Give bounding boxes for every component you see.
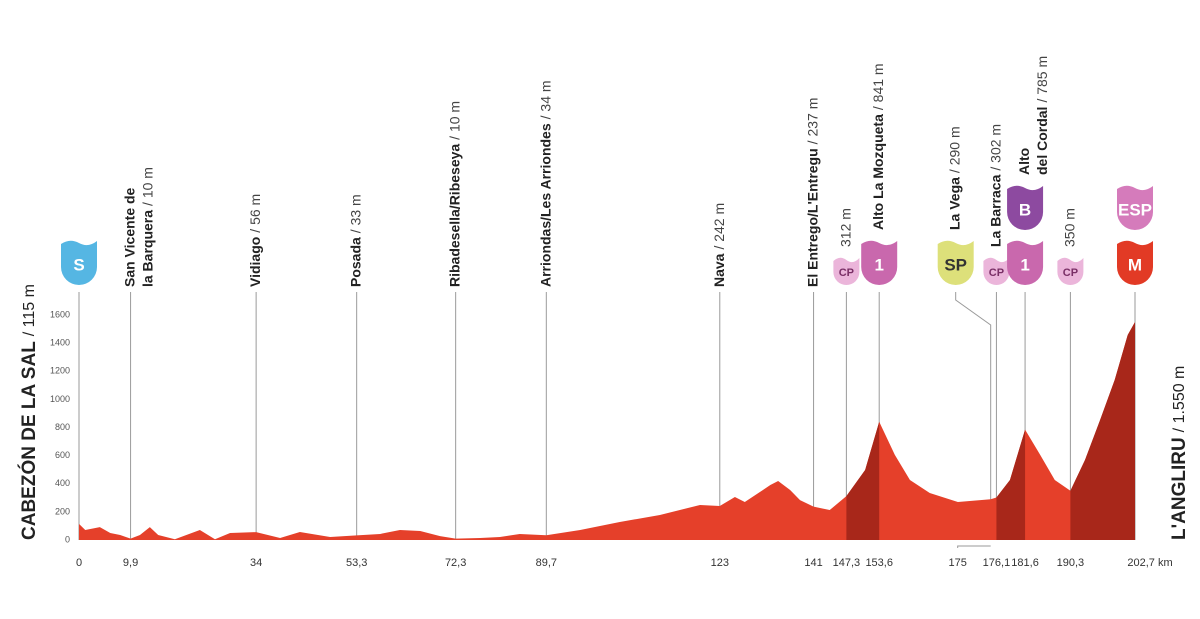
waypoint-altitude: / 10 m [139, 167, 155, 206]
badge-text: 1 [874, 256, 883, 275]
x-tick-connector [957, 545, 991, 548]
waypoint-altitude: / 33 m [347, 194, 363, 233]
waypoint-line [955, 292, 992, 540]
waypoint-altitude: / 56 m [247, 194, 263, 233]
waypoint-name: Posada / 33 m [347, 194, 363, 287]
climb-area [846, 322, 1135, 540]
waypoint-name: La Vega / 290 m [946, 126, 962, 230]
x-tick-label: 153,6 [865, 557, 893, 569]
x-tick-label: 53,3 [346, 557, 367, 569]
finish-name: L'ANGLIRU [1169, 437, 1190, 540]
waypoint-name: del Cordal / 785 m [1034, 56, 1050, 175]
profile-area [79, 322, 1135, 540]
x-tick-label: 202,7 km [1127, 557, 1172, 569]
x-tick-label: 141 [804, 557, 822, 569]
x-tick-label: 72,3 [445, 557, 466, 569]
y-tick-label: 1000 [50, 394, 70, 404]
start-altitude: / 115 m [21, 284, 38, 336]
badge [861, 240, 898, 285]
waypoint-name-line: la Barquera [139, 210, 155, 287]
x-tick-label: 0 [76, 557, 82, 569]
x-tick-label: 175 [949, 557, 967, 569]
waypoint-altitude: / 242 m [710, 203, 726, 250]
waypoint-name: Alto La Mozqueta / 841 m [870, 63, 886, 230]
y-tick-label: 200 [55, 506, 70, 516]
waypoint-name-line: Alto La Mozqueta [870, 114, 886, 230]
badge-text: B [1019, 201, 1031, 220]
x-tick-label: 123 [711, 557, 729, 569]
waypoint-altitude: 350 m [1061, 208, 1077, 247]
badge-text: CP [1063, 267, 1078, 279]
x-tick-label: 34 [250, 557, 262, 569]
badge [1057, 257, 1084, 286]
waypoint-name: la Barquera / 10 m [139, 167, 155, 287]
waypoint-altitude: / 10 m [446, 101, 462, 140]
badge-text: SP [944, 256, 967, 275]
finish-label: L'ANGLIRU / 1.550 m [1169, 366, 1190, 540]
waypoint-name: Alto [1016, 148, 1032, 175]
x-tick-label: 190,3 [1057, 557, 1085, 569]
badge [1007, 185, 1044, 230]
x-tick-label: 9,9 [123, 557, 138, 569]
x-tick-label: 176,1 [983, 557, 1011, 569]
badge [937, 240, 974, 285]
y-tick-label: 800 [55, 422, 70, 432]
waypoint-altitude: / 34 m [537, 80, 553, 119]
badge-text: S [73, 256, 84, 275]
waypoint-name: Arriondas/Les Arriondes / 34 m [537, 80, 553, 287]
waypoint-altitude: / 841 m [870, 63, 886, 110]
waypoint-name-line: Posada [347, 237, 363, 287]
waypoint-name-line: Arriondas/Les Arriondes [537, 123, 553, 287]
finish-altitude: / 1.550 m [1171, 366, 1188, 433]
x-tick-label: 181,6 [1011, 557, 1039, 569]
badge [61, 240, 97, 285]
waypoint-altitude: 312 m [837, 208, 853, 247]
badge-text: M [1128, 256, 1142, 275]
waypoint-name: 350 m [1061, 208, 1077, 247]
waypoint-name-line: del Cordal [1034, 107, 1050, 175]
waypoint-name: Nava / 242 m [710, 203, 726, 287]
waypoint-altitude: / 237 m [804, 98, 820, 145]
waypoint-name: Vidiago / 56 m [247, 194, 263, 287]
waypoint-name-line: La Barraca [987, 174, 1003, 247]
waypoint-name-line: Vidiago [247, 237, 263, 287]
badge [983, 257, 1010, 286]
waypoint-name: San Vicente de [121, 187, 137, 287]
waypoint-name: El Entrego/L'Entregu / 237 m [804, 98, 820, 287]
x-tick-label: 147,3 [833, 557, 861, 569]
badge [1117, 185, 1153, 230]
waypoint-name-line: Alto [1016, 148, 1032, 175]
waypoint-name-line: San Vicente de [121, 187, 137, 287]
waypoint-name-line: Ribadesella/Ribeseya [446, 144, 462, 287]
y-tick-label: 0 [65, 534, 70, 544]
y-tick-label: 1200 [50, 366, 70, 376]
waypoint-name-line: El Entrego/L'Entregu [804, 148, 820, 287]
badge-text: CP [839, 267, 854, 279]
waypoint-name: Ribadesella/Ribeseya / 10 m [446, 101, 462, 287]
badge [1117, 240, 1153, 285]
badge [833, 257, 860, 286]
waypoint-name: La Barraca / 302 m [987, 124, 1003, 247]
x-tick-label: 89,7 [536, 557, 557, 569]
badge-text: ESP [1118, 201, 1152, 220]
badge-text: CP [989, 267, 1004, 279]
waypoint-name-line: Nava [710, 253, 726, 287]
waypoint-altitude: / 290 m [946, 126, 962, 173]
badge [1007, 240, 1044, 285]
y-tick-label: 400 [55, 478, 70, 488]
y-tick-label: 1600 [50, 309, 70, 319]
y-tick-label: 600 [55, 450, 70, 460]
waypoint-name-line: La Vega [946, 177, 962, 230]
start-label: CABEZÓN DE LA SAL / 115 m [18, 284, 40, 540]
start-name: CABEZÓN DE LA SAL [18, 341, 40, 540]
waypoint-altitude: / 302 m [987, 124, 1003, 171]
waypoint-altitude: / 785 m [1034, 56, 1050, 103]
y-tick-label: 1400 [50, 338, 70, 348]
waypoint-name: 312 m [837, 208, 853, 247]
badge-text: 1 [1020, 256, 1029, 275]
